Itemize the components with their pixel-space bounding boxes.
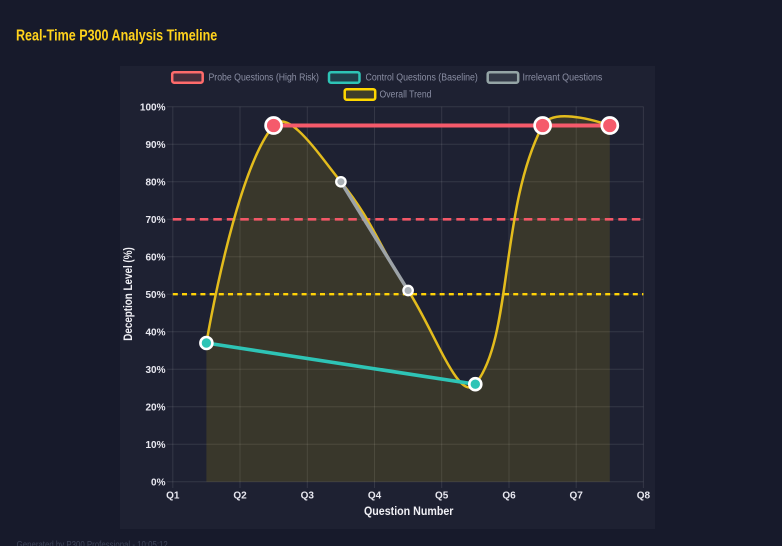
svg-text:Question Number: Question Number — [364, 505, 454, 518]
svg-text:90%: 90% — [145, 140, 165, 151]
svg-text:Irrelevant Questions: Irrelevant Questions — [523, 72, 603, 84]
svg-text:Q3: Q3 — [301, 491, 315, 502]
svg-text:40%: 40% — [145, 327, 165, 338]
svg-text:Q6: Q6 — [502, 491, 516, 502]
svg-text:Q2: Q2 — [233, 491, 247, 502]
svg-text:Q1: Q1 — [166, 491, 180, 502]
svg-text:100%: 100% — [140, 102, 166, 113]
svg-text:30%: 30% — [145, 365, 165, 376]
svg-text:Generated by P300 Professional: Generated by P300 Professional - 10:05:1… — [17, 539, 168, 546]
svg-text:Overall Trend: Overall Trend — [380, 89, 432, 100]
svg-text:Deception Level (%): Deception Level (%) — [122, 247, 135, 341]
svg-text:50%: 50% — [145, 290, 165, 301]
svg-text:70%: 70% — [145, 215, 165, 226]
svg-text:Control Questions (Baseline): Control Questions (Baseline) — [366, 71, 478, 83]
svg-text:Real-Time P300 Analysis Timeli: Real-Time P300 Analysis Timeline — [16, 26, 217, 44]
svg-text:Q5: Q5 — [435, 491, 449, 502]
svg-text:60%: 60% — [145, 252, 165, 263]
svg-text:Q4: Q4 — [368, 491, 382, 502]
svg-text:0%: 0% — [151, 477, 166, 488]
svg-text:80%: 80% — [145, 177, 165, 188]
svg-text:20%: 20% — [145, 402, 165, 413]
svg-text:Probe Questions (High Risk): Probe Questions (High Risk) — [209, 72, 319, 83]
svg-text:Q7: Q7 — [570, 491, 584, 502]
svg-text:10%: 10% — [145, 440, 165, 451]
svg-text:Q8: Q8 — [637, 491, 651, 502]
